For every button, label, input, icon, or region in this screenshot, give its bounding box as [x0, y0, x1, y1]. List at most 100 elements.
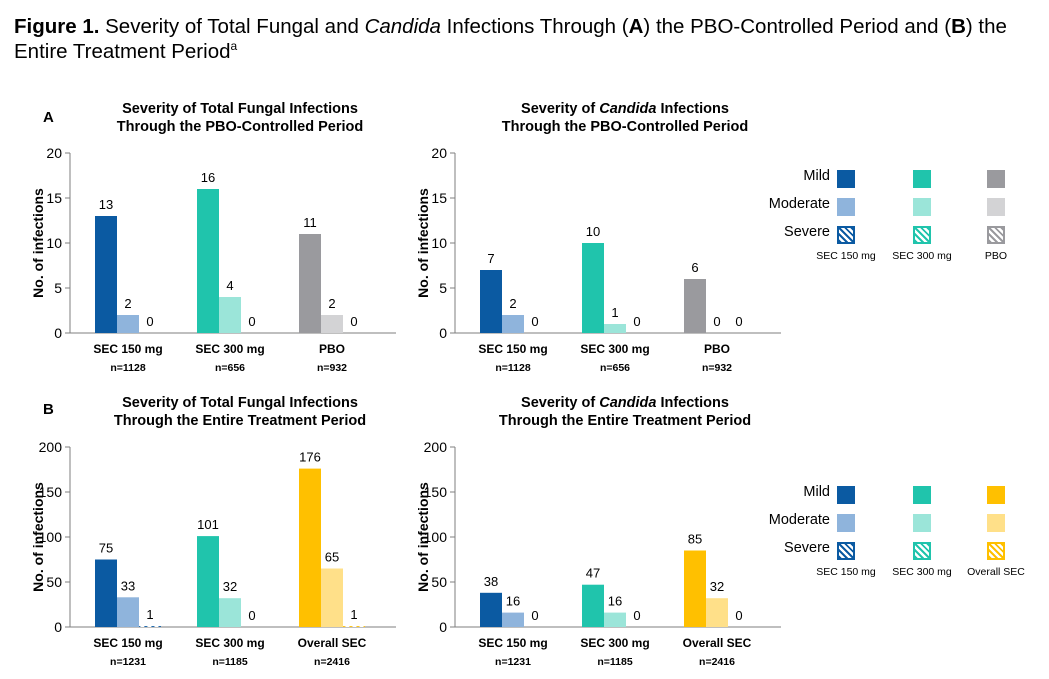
bar-mild — [684, 550, 706, 627]
data-label: 13 — [99, 197, 113, 212]
chart-title-line: Severity of Total Fungal Infections — [122, 101, 358, 117]
chart-total-fungal-pbo-period: Severity of Total Fungal Infections Throu… — [30, 101, 396, 374]
y-tick-label: 10 — [431, 235, 447, 251]
data-label: 7 — [487, 251, 494, 266]
figure-title-text-2: Infections Through ( — [440, 15, 629, 38]
bar-moderate — [117, 315, 139, 333]
x-tick-label: Overall SEC — [683, 636, 752, 650]
figure-title: Figure 1. Severity of Total Fungal and C… — [14, 14, 1034, 64]
chart-title-line: Severity of Candida Infections — [521, 101, 729, 117]
legend-swatch-sec150-mild — [837, 170, 855, 188]
legend-swatch-sec300-moderate — [913, 198, 931, 216]
legend-group-label: SEC 150 mg — [816, 250, 876, 262]
data-label: 1 — [146, 607, 153, 622]
data-label: 0 — [350, 314, 357, 329]
bar-mild — [299, 234, 321, 333]
x-tick-n-label: n=1185 — [597, 656, 632, 668]
chart-title-segment: Severity of Total Fungal Infections — [122, 395, 358, 411]
x-tick-label: SEC 150 mg — [478, 342, 547, 356]
bar-severe — [343, 626, 365, 627]
legend-swatch-overall-moderate — [987, 514, 1005, 532]
legend-row-label: Mild — [803, 484, 830, 500]
data-label: 10 — [586, 224, 600, 239]
data-label: 0 — [531, 314, 538, 329]
chart-title-line: Severity of Candida Infections — [521, 395, 729, 411]
data-label: 75 — [99, 541, 113, 556]
legend-swatch-sec150-mild — [837, 486, 855, 504]
legend-pbo-period: Mild Moderate Severe SEC 150 mg SEC 300 mg PB… — [755, 166, 1035, 276]
y-tick-label: 0 — [439, 619, 447, 635]
panel-label-a: A — [43, 109, 54, 126]
x-tick-label: SEC 300 mg — [580, 636, 649, 650]
bar-moderate — [502, 315, 524, 333]
panel-label-b: B — [43, 401, 54, 418]
bar-moderate — [219, 598, 241, 627]
chart-title-segment: Severity of — [521, 395, 599, 411]
legend-row-label: Mild — [803, 168, 830, 184]
y-tick-label: 10 — [46, 235, 62, 251]
chart-total-fungal-entire-period: Severity of Total Fungal Infections Throu… — [30, 395, 396, 668]
figure-title-italic-candida: Candida — [364, 15, 441, 38]
data-label: 2 — [328, 296, 335, 311]
data-label: 47 — [586, 566, 600, 581]
bar-moderate — [219, 297, 241, 333]
figure-title-text-3: ) the PBO-Controlled Period and ( — [643, 15, 952, 38]
bar-mild — [197, 189, 219, 333]
x-tick-label: SEC 150 mg — [478, 636, 547, 650]
data-label: 0 — [735, 314, 742, 329]
y-tick-label: 15 — [46, 190, 62, 206]
legend-row-label: Severe — [784, 540, 830, 556]
y-tick-label: 0 — [54, 619, 62, 635]
chart-title-segment: Through the Entire Treatment Period — [499, 413, 751, 429]
bar-mild — [480, 270, 502, 333]
bar-severe — [139, 626, 161, 627]
legend-group-label: SEC 150 mg — [816, 566, 876, 578]
chart-title-line: Through the Entire Treatment Period — [114, 413, 366, 429]
chart-title-line: Through the Entire Treatment Period — [499, 413, 751, 429]
chart-title-segment: Infections — [656, 101, 729, 117]
figure-title-text-1: Severity of Total Fungal and — [99, 15, 365, 38]
x-tick-n-label: n=2416 — [699, 656, 735, 668]
legend-swatch-sec300-moderate — [913, 514, 931, 532]
legend-swatch-overall-severe — [987, 542, 1005, 560]
legend-swatch-sec300-severe — [913, 226, 931, 244]
x-tick-n-label: n=1231 — [495, 656, 531, 668]
x-tick-label: Overall SEC — [298, 636, 367, 650]
data-label: 32 — [710, 579, 724, 594]
data-label: 101 — [197, 517, 219, 532]
bar-mild — [95, 216, 117, 333]
y-tick-label: 15 — [431, 190, 447, 206]
chart-title-segment: Severity of Total Fungal Infections — [122, 101, 358, 117]
y-tick-label: 100 — [39, 529, 63, 545]
chart-title-segment: Through the PBO-Controlled Period — [117, 119, 364, 135]
data-label: 0 — [248, 314, 255, 329]
x-tick-n-label: n=1128 — [495, 362, 530, 374]
data-label: 1 — [350, 607, 357, 622]
bar-mild — [582, 243, 604, 333]
x-tick-label: SEC 300 mg — [195, 636, 264, 650]
legend-swatch-sec150-moderate — [837, 514, 855, 532]
data-label: 0 — [713, 314, 720, 329]
y-tick-label: 50 — [431, 574, 447, 590]
y-tick-label: 0 — [439, 325, 447, 341]
legend-swatch-sec150-severe — [837, 542, 855, 560]
y-axis-label: No. of infections — [30, 188, 46, 298]
legend-group-label: PBO — [984, 250, 1008, 262]
legend-swatch-pbo-severe — [987, 226, 1005, 244]
legend-entire-period: Mild Moderate Severe SEC 150 mg SEC 300 mg Ov… — [755, 482, 1035, 592]
chart-title-segment: Through the PBO-Controlled Period — [502, 119, 749, 135]
chart-candida-entire-period: Severity of Candida Infections Through th… — [415, 395, 781, 668]
data-label: 33 — [121, 578, 135, 593]
data-label: 16 — [608, 594, 622, 609]
chart-title-segment: Through the Entire Treatment Period — [114, 413, 366, 429]
data-label: 11 — [303, 215, 317, 230]
bar-mild — [95, 559, 117, 627]
bar-moderate — [117, 597, 139, 627]
legend-swatch-pbo-moderate — [987, 198, 1005, 216]
chart-title-segment: Infections — [656, 395, 729, 411]
bar-moderate — [604, 324, 626, 333]
data-label: 2 — [124, 296, 131, 311]
data-label: 16 — [201, 170, 215, 185]
y-tick-label: 50 — [46, 574, 62, 590]
x-tick-n-label: n=1128 — [110, 362, 145, 374]
